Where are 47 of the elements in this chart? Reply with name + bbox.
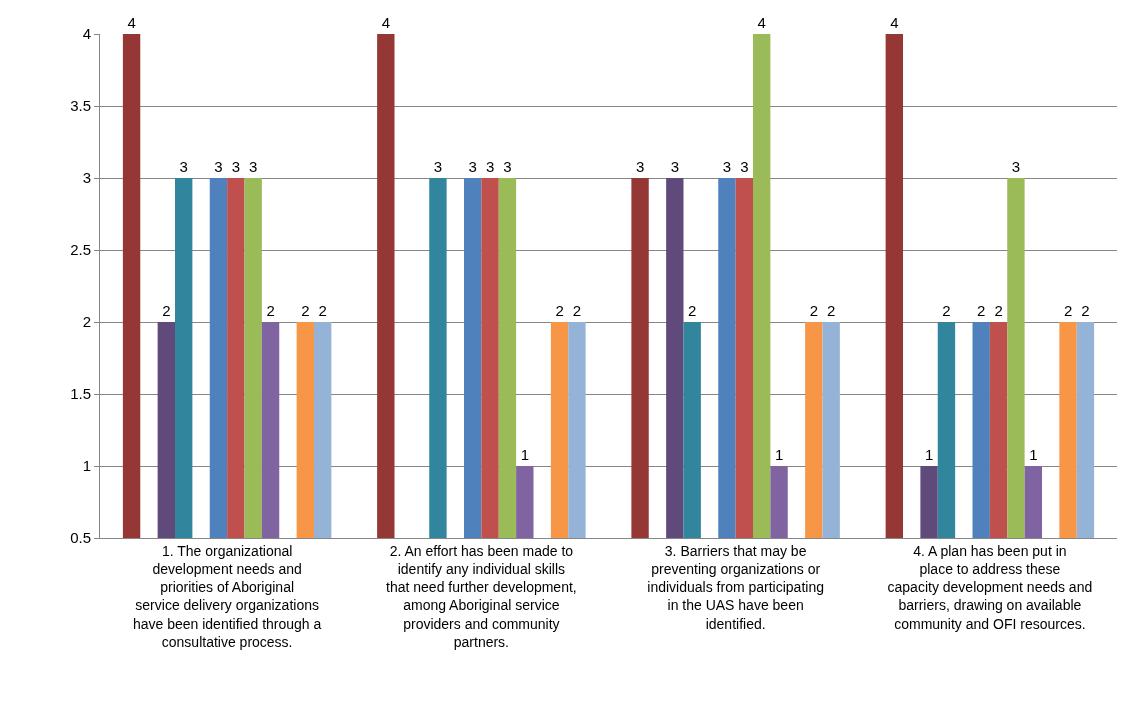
data-label: 2 xyxy=(994,302,1003,319)
data-label: 3 xyxy=(635,158,645,175)
x-tick-label: 3. Barriers that may be preventing organizations or individuals from participating in the UAS have been identified. xyxy=(647,542,824,632)
data-label: 2 xyxy=(555,302,564,319)
data-label: 2 xyxy=(827,302,836,319)
data-label: 2 xyxy=(942,302,951,319)
y-tick-label: 1.5 xyxy=(70,385,91,403)
y-tick-label: 2.5 xyxy=(70,241,91,259)
data-label: 3 xyxy=(468,158,477,175)
data-label: 1 xyxy=(1029,446,1038,463)
data-label: 3 xyxy=(1011,158,1021,175)
data-label: 2 xyxy=(1063,302,1073,319)
data-label: 2 xyxy=(572,302,582,319)
data-label: 4 xyxy=(381,14,390,31)
data-label: 2 xyxy=(318,302,327,319)
data-label: 3 xyxy=(503,158,512,175)
y-tick-label: 3.5 xyxy=(70,97,91,115)
data-label: 3 xyxy=(740,158,749,175)
data-label: 1 xyxy=(520,446,529,463)
y-tick-label: 0.5 xyxy=(70,529,91,547)
data-label: 3 xyxy=(231,158,240,175)
x-tick-label: 4. A plan has been put in place to address these capacity development needs and barriers, drawing on available community and OFI resources. xyxy=(887,542,1093,632)
data-label: 2 xyxy=(977,302,986,319)
x-tick-label: 1. The organizational development needs and priorities of Aboriginal service delivery organizations have been identified through a consultative process. xyxy=(132,542,322,650)
data-label: 2 xyxy=(301,302,310,319)
data-label: 1 xyxy=(774,446,784,463)
data-label: 3 xyxy=(670,158,679,175)
y-tick-label: 3 xyxy=(82,169,91,187)
x-tick-label: 2. An effort has been made to identify any individual skills that need further development, among Aboriginal service providers and community partners. xyxy=(386,542,577,650)
data-label: 2 xyxy=(162,302,171,319)
data-label: 3 xyxy=(433,158,443,175)
data-label: 2 xyxy=(1081,302,1090,319)
data-label: 3 xyxy=(485,158,495,175)
data-label: 4 xyxy=(127,14,136,31)
data-label: 2 xyxy=(266,302,275,319)
y-tick-label: 1 xyxy=(82,457,91,475)
data-label: 4 xyxy=(757,14,766,31)
y-tick-label: 2 xyxy=(82,313,91,331)
data-label: 3 xyxy=(722,158,732,175)
data-label: 2 xyxy=(688,302,697,319)
data-label: 1 xyxy=(924,446,934,463)
data-label: 3 xyxy=(249,158,258,175)
data-label: 3 xyxy=(179,158,188,175)
data-label: 4 xyxy=(890,14,899,31)
y-tick-label: 4 xyxy=(82,25,91,43)
data-label: 3 xyxy=(214,158,223,175)
data-label: 2 xyxy=(809,302,818,319)
